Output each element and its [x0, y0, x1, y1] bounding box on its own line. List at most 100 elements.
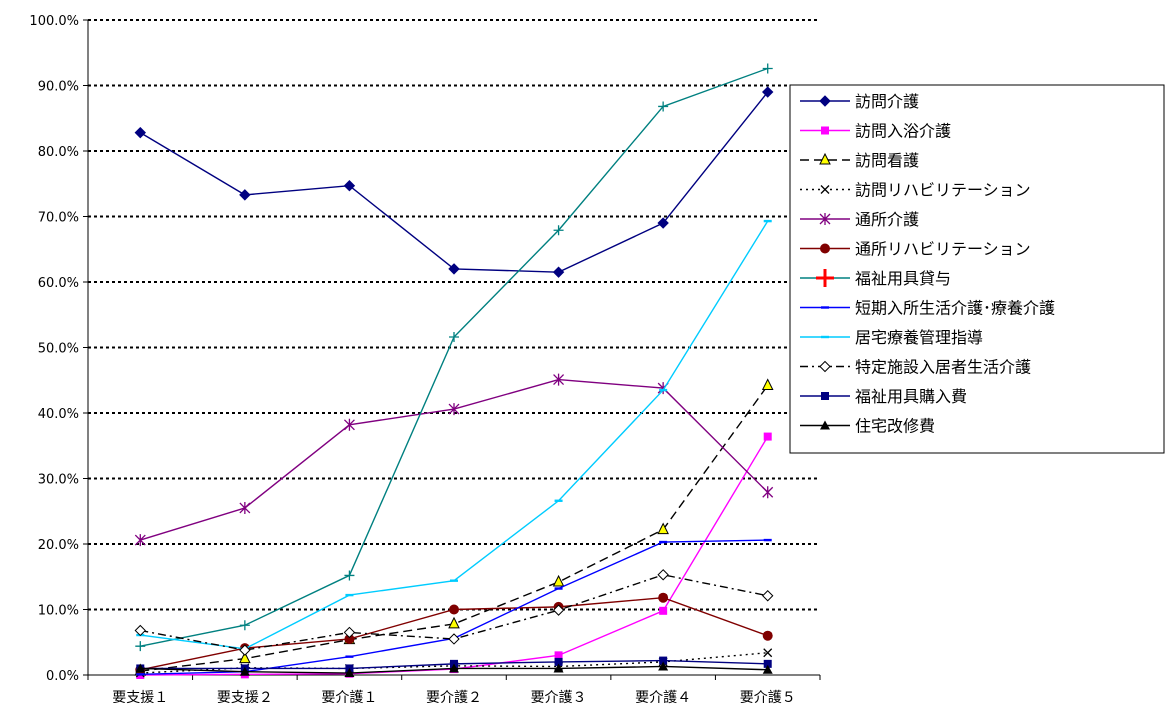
- x-tick-labels: 要支援１ 要支援２ 要介護１ 要介護２ 要介護３ 要介護４ 要介護５: [112, 690, 795, 706]
- data-point: [761, 378, 774, 390]
- legend-label: 訪問介護: [855, 92, 919, 111]
- legend-marker: [821, 392, 829, 400]
- data-point: [659, 606, 668, 615]
- legend-marker: [819, 360, 831, 373]
- legend-marker: [821, 335, 829, 339]
- data-point: [343, 626, 356, 639]
- legend-marker: [819, 152, 831, 165]
- series-9: [136, 219, 772, 650]
- data-point: [554, 651, 563, 660]
- y-tick-label: 10.0%: [38, 604, 79, 619]
- data-point: [552, 574, 565, 587]
- y-tick-labels: 0.0% 10.0% 20.0% 30.0% 40.0% 50.0% 60.0% 70.0% 8…: [29, 14, 79, 684]
- legend-label: 居宅療養管理指導: [855, 328, 983, 347]
- legend-label: 通所介護: [855, 210, 919, 229]
- y-tick-label: 0.0%: [46, 669, 79, 684]
- data-point: [657, 522, 669, 535]
- legend-label: 住宅改修費: [855, 417, 935, 436]
- series-3: [134, 378, 774, 676]
- data-point: [554, 657, 563, 666]
- data-point: [239, 501, 251, 514]
- x-tick-label: 要支援１: [112, 690, 168, 706]
- data-point: [344, 668, 355, 678]
- data-point: [239, 644, 251, 656]
- data-point: [659, 388, 668, 392]
- series-line: [140, 67, 768, 647]
- y-tick-label: 60.0%: [38, 276, 79, 291]
- legend-marker: [820, 185, 830, 194]
- legend-item: 訪問入浴介護: [800, 122, 951, 141]
- legend-marker: [819, 213, 831, 225]
- y-tick-label: 50.0%: [38, 342, 79, 357]
- legend-marker: [821, 306, 829, 309]
- legend-item: 訪問看護: [800, 151, 919, 170]
- series-line: [140, 220, 769, 650]
- y-tick-label: 90.0%: [38, 80, 79, 95]
- data-point: [552, 604, 565, 616]
- data-point: [553, 663, 564, 673]
- y-tick-label: 100.0%: [29, 14, 79, 29]
- data-point: [343, 180, 356, 192]
- legend-item: 福祉用具貸与: [800, 269, 951, 288]
- data-point: [345, 655, 354, 658]
- x-tick-label: 要支援２: [217, 690, 273, 706]
- data-point: [763, 219, 772, 223]
- data-point: [239, 189, 251, 201]
- data-point: [763, 432, 772, 441]
- legend-marker: [816, 269, 834, 287]
- data-point: [134, 126, 146, 139]
- y-tick-label: 20.0%: [38, 538, 79, 553]
- data-point: [448, 616, 460, 629]
- data-point: [762, 486, 774, 499]
- x-tick-label: 要介護５: [740, 690, 796, 706]
- data-point: [763, 659, 772, 668]
- x-tick-label: 要介護２: [426, 690, 482, 706]
- data-point: [554, 499, 563, 502]
- series-1: [134, 86, 774, 278]
- legend-label: 訪問看護: [855, 151, 919, 170]
- legend-marker: [819, 95, 831, 107]
- data-point: [762, 664, 773, 674]
- legend-item: 訪問介護: [800, 92, 919, 111]
- legend-marker: [820, 243, 830, 254]
- data-point: [658, 101, 669, 112]
- series-10: [134, 569, 774, 656]
- series-group: [134, 63, 774, 679]
- series-5: [134, 373, 774, 547]
- y-tick-label: 80.0%: [38, 145, 79, 160]
- x-tick-label: 要介護４: [635, 690, 691, 706]
- legend-label: 特定施設入居者生活介護: [855, 358, 1031, 377]
- legend-item: 住宅改修費: [800, 417, 935, 436]
- data-point: [658, 592, 669, 603]
- data-point: [657, 217, 669, 229]
- data-point: [449, 663, 459, 673]
- data-point: [135, 663, 146, 673]
- x-tick-label: 要介護１: [321, 690, 377, 706]
- data-point: [553, 373, 565, 386]
- data-point: [762, 86, 774, 98]
- legend-marker: [821, 126, 829, 135]
- legend-label: 訪問入浴介護: [855, 122, 951, 141]
- y-tick-label: 70.0%: [38, 211, 79, 226]
- data-point: [553, 225, 564, 236]
- data-point: [136, 673, 145, 676]
- data-point: [554, 587, 563, 590]
- series-line: [139, 91, 769, 273]
- legend-item: 訪問リハビリテーション: [800, 181, 1031, 200]
- data-point: [239, 651, 251, 664]
- data-point: [135, 641, 146, 652]
- y-tick-label: 30.0%: [38, 473, 79, 488]
- data-point: [449, 332, 459, 343]
- legend-item: 通所介護: [800, 210, 919, 229]
- data-point: [345, 593, 354, 597]
- legend-label: 福祉用具購入費: [855, 387, 967, 406]
- data-point: [448, 263, 460, 275]
- data-point: [552, 266, 565, 278]
- legend: 訪問介護訪問入浴介護訪問看護訪問リハビリテーション通所介護通所リハビリテーション…: [789, 84, 1165, 454]
- data-point: [344, 633, 355, 644]
- data-point: [343, 418, 355, 431]
- data-point: [659, 656, 668, 665]
- data-point: [448, 633, 460, 645]
- data-point: [134, 624, 146, 637]
